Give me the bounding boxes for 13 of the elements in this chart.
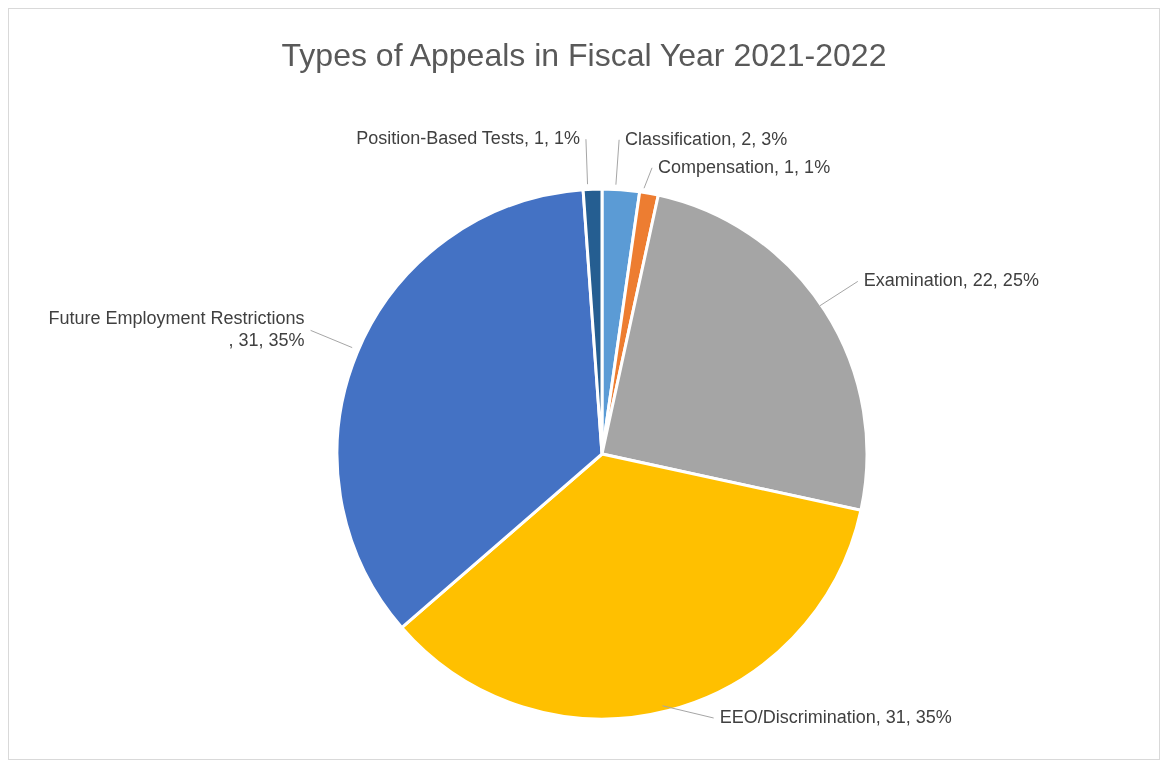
slice-label: EEO/Discrimination [719,707,876,727]
chart-title: Types of Appeals in Fiscal Year 2021-2022 [280,37,888,74]
slice-label: Compensation [658,156,775,177]
slice-label: Classification [625,128,732,149]
slice-label: Future Employment Restrictions [48,308,305,329]
data-label: , 22, 25% [962,270,1039,291]
data-label: , 31, 35% [228,330,305,351]
slice-label: Examination [863,270,963,291]
slice-label: Position-Based Tests [356,128,524,149]
data-label: , 1, 1% [774,156,831,177]
data-label: , 2, 3% [731,128,788,149]
data-label: , 1, 1% [523,128,580,149]
data-label: , 31, 35% [875,707,952,727]
